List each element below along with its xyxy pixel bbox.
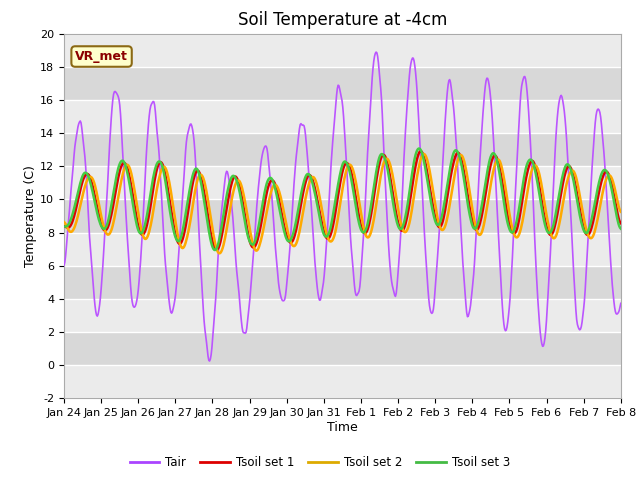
Bar [64, 166, 621, 199]
Bar [64, 266, 621, 299]
Bar [64, 34, 621, 67]
Legend: Tair, Tsoil set 1, Tsoil set 2, Tsoil set 3: Tair, Tsoil set 1, Tsoil set 2, Tsoil se… [125, 452, 515, 474]
Bar [64, 67, 621, 100]
Bar [64, 100, 621, 133]
Bar [64, 299, 621, 332]
Bar [64, 233, 621, 266]
X-axis label: Time: Time [327, 421, 358, 434]
Bar [64, 332, 621, 365]
Bar [64, 133, 621, 166]
Bar [64, 365, 621, 398]
Bar [64, 199, 621, 233]
Text: VR_met: VR_met [75, 50, 128, 63]
Y-axis label: Temperature (C): Temperature (C) [24, 165, 37, 267]
Title: Soil Temperature at -4cm: Soil Temperature at -4cm [237, 11, 447, 29]
